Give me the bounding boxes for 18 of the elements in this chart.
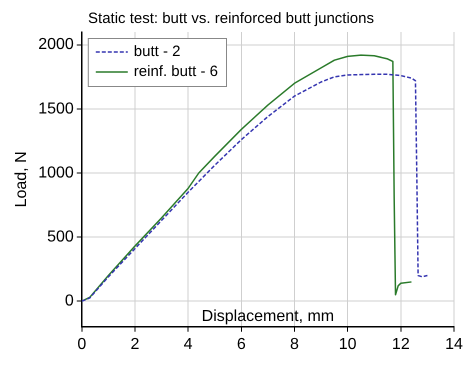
- legend-label: reinf. butt - 6: [134, 63, 218, 80]
- y-tick-label: 0: [64, 292, 74, 310]
- x-tick-label: 14: [445, 336, 463, 353]
- legend-label: butt - 2: [134, 43, 180, 60]
- y-tick-label: 2000: [38, 36, 74, 54]
- y-tick-label: 1000: [38, 164, 74, 182]
- x-tick-label: 4: [184, 336, 193, 353]
- x-tick-label: 12: [392, 336, 410, 353]
- y-tick-label: 500: [47, 228, 74, 246]
- y-tick-label: 1500: [38, 100, 74, 118]
- x-tick-label: 10: [338, 336, 357, 353]
- x-tick-label: 2: [130, 336, 140, 353]
- x-tick-label: 0: [77, 336, 86, 353]
- x-axis-title: Displacement, mm: [202, 308, 334, 326]
- y-axis-title: Load, N: [13, 151, 30, 208]
- chart-title: Static test: butt vs. reinforced butt junctions: [88, 10, 374, 28]
- x-tick-label: 6: [236, 336, 246, 353]
- x-tick-label: 8: [290, 336, 300, 353]
